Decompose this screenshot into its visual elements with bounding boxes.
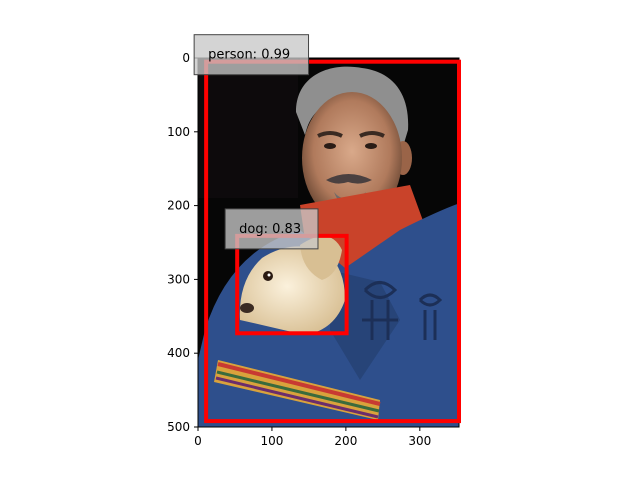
x-tick-label: 300 — [408, 434, 431, 448]
detection-boxes: person: 0.99 dog: 0.83 — [193, 34, 461, 424]
photo — [198, 58, 459, 427]
y-tick-label: 200 — [167, 199, 190, 213]
detection-label-bg — [193, 34, 310, 76]
y-tick-label: 400 — [167, 346, 190, 360]
x-tick-label: 200 — [334, 434, 357, 448]
detection-label-bg — [224, 208, 319, 250]
detection-label-dog: dog: 0.83 — [239, 222, 301, 237]
y-tick-label: 100 — [167, 125, 190, 139]
y-axis: 0 100 200 300 400 500 — [167, 51, 198, 434]
y-tick-label: 300 — [167, 272, 190, 286]
detection-label-person: person: 0.99 — [208, 48, 290, 63]
x-tick-label: 0 — [194, 434, 202, 448]
x-tick-label: 100 — [260, 434, 283, 448]
y-tick-label: 0 — [182, 51, 190, 65]
x-axis: 0 100 200 300 — [194, 427, 431, 448]
detection-box-person — [204, 59, 461, 424]
y-tick-label: 500 — [167, 420, 190, 434]
